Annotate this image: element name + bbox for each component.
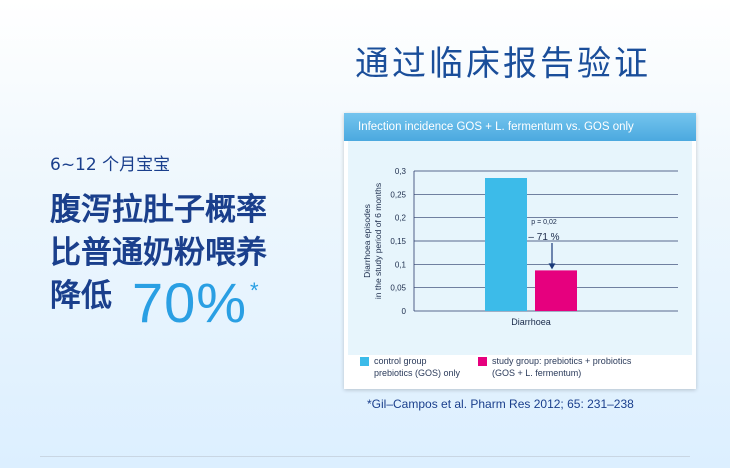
reduction-percent: 70% xyxy=(132,271,248,334)
y-tick-label: 0,1 xyxy=(395,260,407,269)
p-value-annotation: p = 0,02 xyxy=(531,219,557,226)
y-axis-label: in the study period of 6 months xyxy=(373,183,383,299)
chart-panel: Infection incidence GOS + L. fermentum v… xyxy=(344,113,696,389)
legend-label: study group: prebiotics + probiotics (GO… xyxy=(492,356,632,378)
citation: *Gil–Campos et al. Pharm Res 2012; 65: 2… xyxy=(367,397,634,411)
claim-line-1: 腹泻拉肚子概率 xyxy=(50,192,267,228)
chart-legend: control group prebiotics (GOS) only study… xyxy=(348,355,692,385)
x-category-label: Diarrhoea xyxy=(511,317,551,327)
claim-line-2: 比普通奶粉喂养 xyxy=(50,235,267,271)
arrow-head xyxy=(548,263,556,270)
divider xyxy=(40,456,690,457)
y-tick-label: 0 xyxy=(402,307,407,316)
bar-2 xyxy=(535,270,577,311)
page-heading: 通过临床报告验证 xyxy=(355,44,651,84)
bar-1 xyxy=(485,178,527,311)
claim-line-3: 降低 xyxy=(50,278,112,314)
y-tick-label: 0,2 xyxy=(395,214,407,223)
plot-area: 0 0,05 0,1 0,15 0,2 0,25 0,3 Diarrhoea episodes… xyxy=(348,141,692,355)
chart-title: Infection incidence GOS + L. fermentum v… xyxy=(344,113,696,141)
legend-swatch xyxy=(360,357,369,366)
bar-chart: 0 0,05 0,1 0,15 0,2 0,25 0,3 Diarrhoea episodes… xyxy=(362,167,678,327)
y-axis-label: Diarrhoea episodes xyxy=(362,204,372,278)
y-tick-label: 0,3 xyxy=(395,167,407,176)
reduction-annotation: – 71 % xyxy=(528,232,559,243)
y-tick-label: 0,15 xyxy=(390,237,406,246)
promo-block: 6~12 个月宝宝 腹泻拉肚子概率 比普通奶粉喂养 降低 xyxy=(50,150,267,318)
legend-label: control group prebiotics (GOS) only xyxy=(374,356,461,378)
legend-swatch xyxy=(478,357,487,366)
y-tick-label: 0,05 xyxy=(390,284,406,293)
age-label: 6~12 个月宝宝 xyxy=(50,155,171,175)
footnote-asterisk: * xyxy=(250,278,259,303)
y-tick-label: 0,25 xyxy=(390,190,406,199)
reduction-percent-block: 70% * xyxy=(132,270,259,335)
